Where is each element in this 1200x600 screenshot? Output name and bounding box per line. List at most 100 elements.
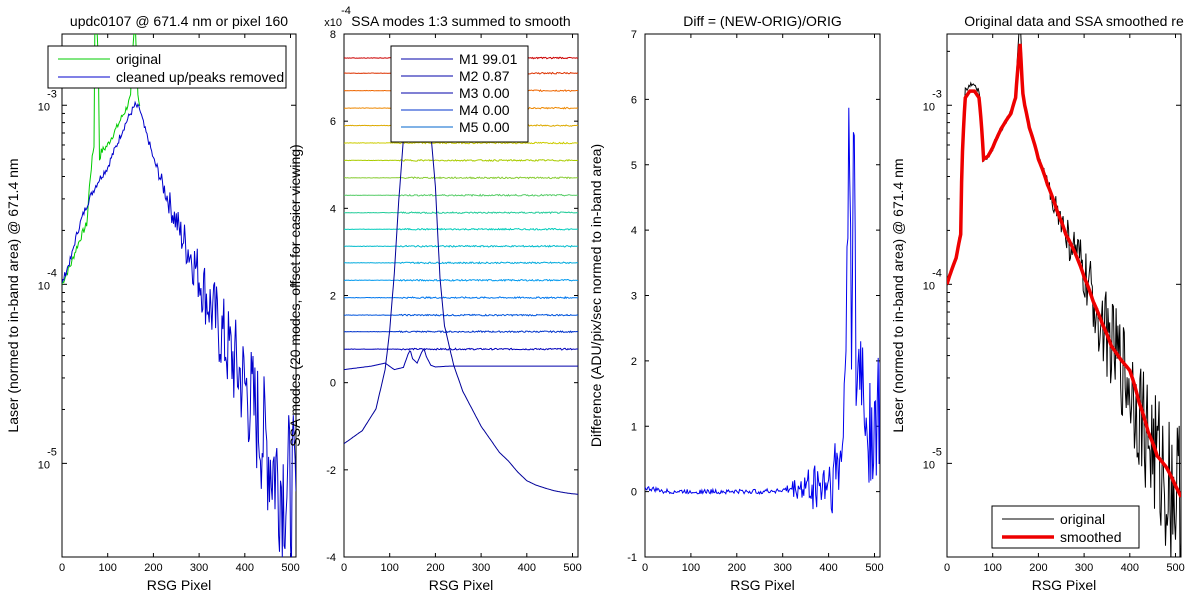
panel-ssa-modes: 0 100 200 300 400 500 -4 -2 0 2 4 6 8 SSA modes 1:3 s… bbox=[287, 5, 582, 593]
x-tick-label: 500 bbox=[563, 562, 581, 574]
plot-area bbox=[62, 34, 296, 557]
y-axis-label: Laser (normed to in-band area) @ 671.4 n… bbox=[5, 158, 21, 432]
x-tick-label: 400 bbox=[518, 562, 536, 574]
legend-box bbox=[47, 45, 287, 89]
y-tick-label: 2 bbox=[330, 291, 336, 303]
y-tick-label: 6 bbox=[330, 116, 336, 128]
y-tick-label: 10 bbox=[38, 101, 50, 113]
y-tick-label: 10 bbox=[38, 459, 50, 471]
chart-title: Diff = (NEW-ORIG)/ORIG bbox=[683, 13, 842, 29]
offset-mode-line bbox=[344, 295, 578, 300]
offset-mode-line bbox=[344, 261, 578, 265]
offset-mode-line bbox=[344, 313, 578, 317]
x-tick-label: 400 bbox=[1121, 562, 1139, 574]
y-axis-label: Difference (ADU/pix/sec normed to in-ban… bbox=[588, 144, 604, 447]
offset-mode-line bbox=[344, 278, 578, 282]
y-tick-label: 1 bbox=[631, 421, 637, 433]
offset-mode-line bbox=[344, 330, 578, 334]
offset-mode-line bbox=[344, 227, 578, 231]
plot-frame bbox=[644, 33, 881, 558]
y-tick-exponent: -5 bbox=[932, 446, 942, 458]
x-tick-label: 500 bbox=[865, 562, 883, 574]
offset-mode-line bbox=[344, 176, 578, 180]
y-tick-label: 3 bbox=[631, 291, 637, 303]
series-line-mode-1 bbox=[344, 120, 578, 495]
x-tick-label: 0 bbox=[341, 562, 347, 574]
y-tick-label: -2 bbox=[326, 465, 336, 477]
x-tick-label: 200 bbox=[728, 562, 746, 574]
x-tick-label: 400 bbox=[236, 562, 254, 574]
legend-entry: original bbox=[116, 51, 161, 67]
x-tick-label: 300 bbox=[190, 562, 208, 574]
x-tick-label: 300 bbox=[774, 562, 792, 574]
x-tick-label: 300 bbox=[1075, 562, 1093, 574]
x-tick-label: 500 bbox=[1166, 562, 1184, 574]
x-tick-label: 200 bbox=[144, 562, 162, 574]
y-tick-label: -4 bbox=[326, 552, 336, 564]
legend-entry: smoothed bbox=[1060, 529, 1121, 545]
y-tick-exponent: -4 bbox=[932, 267, 942, 279]
plot-frame bbox=[946, 33, 1182, 558]
y-tick-label: -1 bbox=[627, 552, 637, 564]
legend-entry: original bbox=[1060, 511, 1105, 527]
legend-entry: cleaned up/peaks removed bbox=[116, 69, 284, 85]
x-axis-label: RSG Pixel bbox=[429, 577, 494, 593]
y-tick-exponent: -4 bbox=[47, 267, 57, 279]
series-line-original bbox=[62, 34, 141, 285]
series-line-diff bbox=[645, 107, 880, 514]
chart-title: SSA modes 1:3 summed to smooth bbox=[351, 13, 570, 29]
offset-mode-line bbox=[344, 193, 578, 197]
x-axis-label: RSG Pixel bbox=[730, 577, 795, 593]
x-tick-label: 100 bbox=[381, 562, 399, 574]
y-tick-label: 4 bbox=[330, 203, 336, 215]
plot-area bbox=[947, 34, 1181, 557]
x-tick-label: 100 bbox=[984, 562, 1002, 574]
y-tick-label: 6 bbox=[631, 94, 637, 106]
y-tick-exponent: -5 bbox=[47, 446, 57, 458]
chart-title: updc0107 @ 671.4 nm or pixel 160 bbox=[70, 13, 288, 29]
plot-frame bbox=[61, 33, 297, 558]
legend-box bbox=[390, 45, 529, 143]
y-axis-label: SSA modes (20 modes, offset for easier v… bbox=[287, 144, 303, 446]
x-axis-label: RSG Pixel bbox=[1032, 577, 1097, 593]
y-tick-label: 10 bbox=[923, 459, 935, 471]
legend-entry: M3 0.00 bbox=[459, 85, 510, 101]
chart-title: Original data and SSA smoothed re bbox=[964, 13, 1184, 29]
x-tick-label: 0 bbox=[944, 562, 950, 574]
y-tick-exponent: -3 bbox=[47, 88, 57, 100]
y-tick-label: 5 bbox=[631, 160, 637, 172]
x-tick-label: 500 bbox=[281, 562, 299, 574]
y-tick-label: 0 bbox=[631, 487, 637, 499]
y-tick-label: 0 bbox=[330, 378, 336, 390]
offset-mode-line bbox=[344, 211, 578, 215]
offset-mode-line bbox=[344, 347, 578, 351]
legend-entry: M5 0.00 bbox=[459, 119, 510, 135]
legend-entry: M4 0.00 bbox=[459, 102, 510, 118]
legend: original cleaned up/peaks removed bbox=[47, 45, 287, 89]
series-line-cleaned up/peaks removed bbox=[62, 100, 296, 557]
x-axis-label: RSG Pixel bbox=[147, 577, 212, 593]
x-tick-label: 100 bbox=[682, 562, 700, 574]
series-line-mode-2 bbox=[344, 348, 578, 371]
plot-area bbox=[645, 107, 880, 514]
x-tick-label: 0 bbox=[642, 562, 648, 574]
y-tick-label: 2 bbox=[631, 356, 637, 368]
y-tick-label: 10 bbox=[38, 280, 50, 292]
y-tick-label: 4 bbox=[631, 225, 637, 237]
y-multiplier-exponent: -4 bbox=[341, 5, 351, 17]
y-tick-label: 7 bbox=[631, 29, 637, 41]
x-tick-label: 200 bbox=[426, 562, 444, 574]
y-multiplier: x10 bbox=[324, 17, 342, 29]
series-line-original bbox=[947, 34, 1181, 557]
legend-entry: M1 99.01 bbox=[459, 51, 518, 67]
legend-entry: M2 0.87 bbox=[459, 68, 510, 84]
x-tick-label: 0 bbox=[59, 562, 65, 574]
legend-box bbox=[991, 505, 1140, 549]
offset-mode-line bbox=[344, 158, 578, 162]
y-tick-label: 10 bbox=[923, 101, 935, 113]
y-tick-exponent: -3 bbox=[932, 88, 942, 100]
